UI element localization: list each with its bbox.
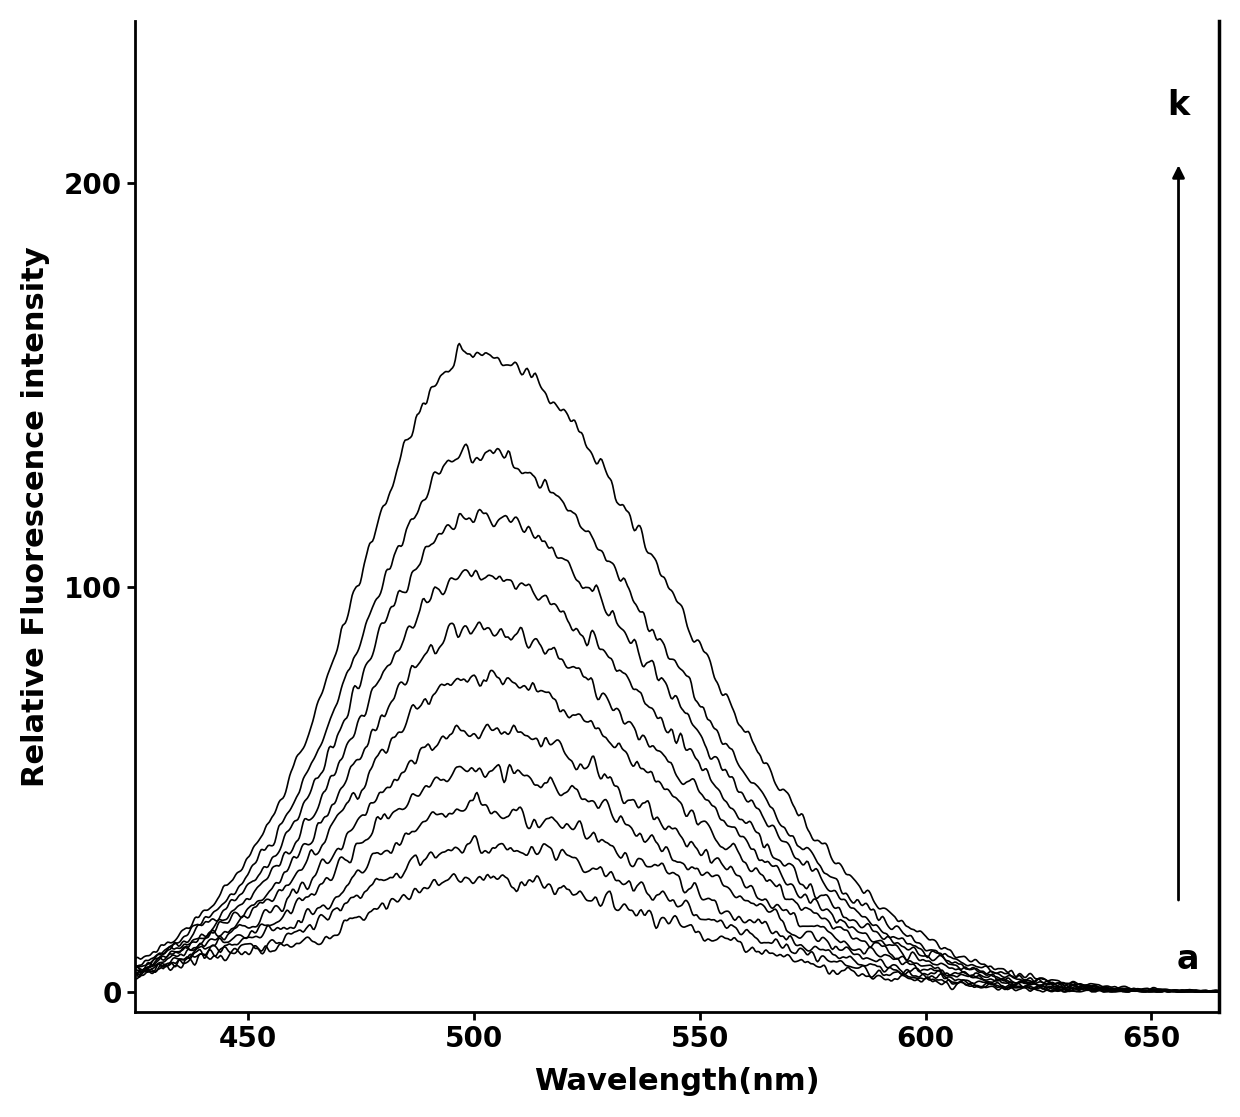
Y-axis label: Relative Fluorescence intensity: Relative Fluorescence intensity <box>21 246 50 786</box>
Text: k: k <box>1167 89 1189 122</box>
Text: a: a <box>1177 943 1199 976</box>
X-axis label: Wavelength(nm): Wavelength(nm) <box>534 1067 820 1096</box>
